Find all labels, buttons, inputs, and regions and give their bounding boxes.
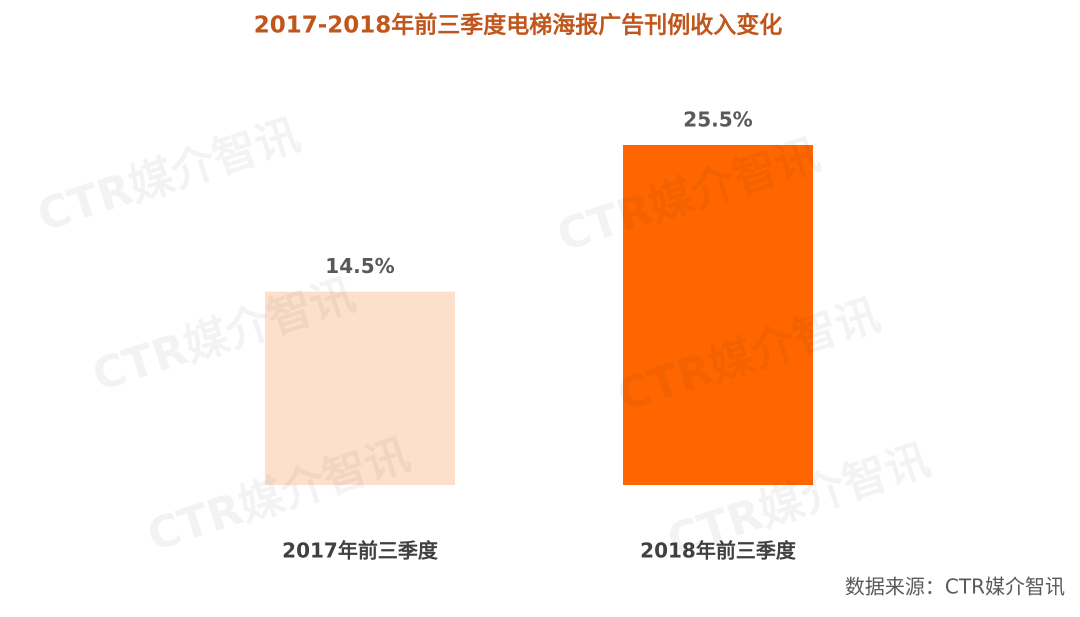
value-label: 25.5%	[683, 108, 752, 132]
value-label: 14.5%	[325, 254, 394, 278]
bar	[265, 291, 455, 485]
chart-title: 2017-2018年前三季度电梯海报广告刊例收入变化	[254, 12, 783, 39]
x-tick-label: 2017年前三季度	[282, 539, 439, 563]
source: 数据来源：CTR媒介智讯	[845, 575, 1065, 599]
bar	[623, 145, 813, 485]
watermark: CTR媒介智讯	[31, 109, 306, 242]
x-tick-label: 2018年前三季度	[640, 539, 797, 563]
